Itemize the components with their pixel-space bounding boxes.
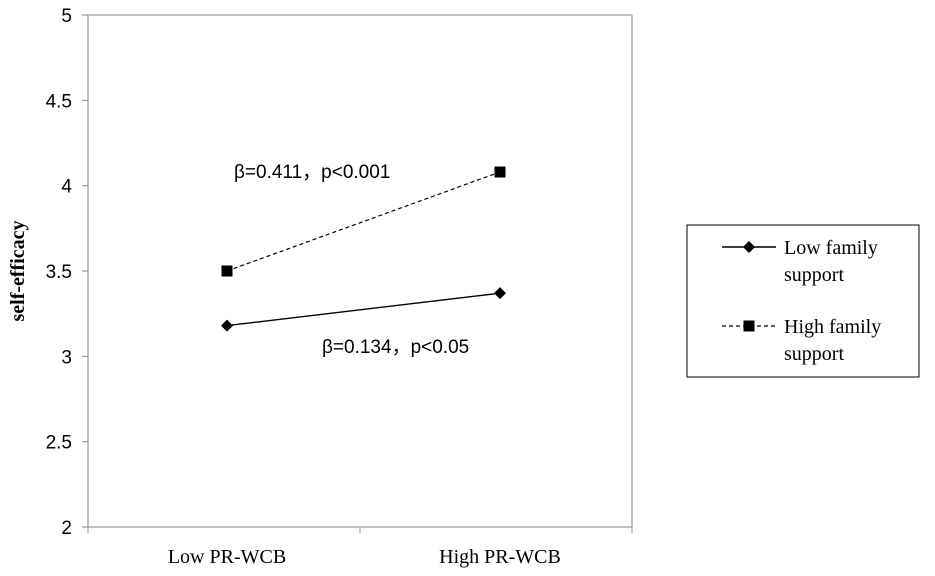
legend-label: High family <box>784 316 881 338</box>
x-axis-ticks: Low PR-WCB High PR-WCB <box>87 526 633 568</box>
y-tick-label: 2.5 <box>46 433 72 454</box>
data-point <box>494 166 506 178</box>
legend: Low family support High family support <box>686 224 920 378</box>
y-tick-label: 4 <box>61 177 72 198</box>
series-layer <box>221 166 506 332</box>
y-tick-label: 4.5 <box>46 91 72 112</box>
legend-label: support <box>784 343 844 365</box>
plot-area-frame <box>87 14 633 528</box>
x-tick-label: High PR-WCB <box>439 546 561 568</box>
data-point <box>221 319 233 332</box>
series-line <box>226 292 501 327</box>
legend-item-high-family-support: High family support <box>722 316 881 365</box>
legend-item-low-family-support: Low family support <box>722 237 878 286</box>
series-line <box>226 171 501 272</box>
y-tick-label: 5 <box>61 6 72 27</box>
annotation-high-family-support: β=0.411，p<0.001 <box>234 162 390 183</box>
y-tick-label: 3 <box>61 347 72 368</box>
legend-marker <box>743 320 755 332</box>
legend-marker <box>743 241 755 253</box>
legend-label: Low family <box>784 237 878 259</box>
x-tick-label: Low PR-WCB <box>168 546 286 568</box>
y-axis-ticks: 2 2.5 3 3.5 4 4.5 5 <box>46 6 89 539</box>
y-axis-label: self-efficacy <box>7 220 29 321</box>
data-point <box>494 287 506 300</box>
series-low-family-support <box>221 287 506 332</box>
series-high-family-support <box>221 166 506 277</box>
legend-frame <box>686 224 920 378</box>
y-tick-label: 2 <box>61 518 72 539</box>
y-tick-label: 3.5 <box>46 262 72 283</box>
annotation-low-family-support: β=0.134，p<0.05 <box>322 337 469 358</box>
data-point <box>221 265 233 277</box>
legend-label: support <box>784 264 844 286</box>
